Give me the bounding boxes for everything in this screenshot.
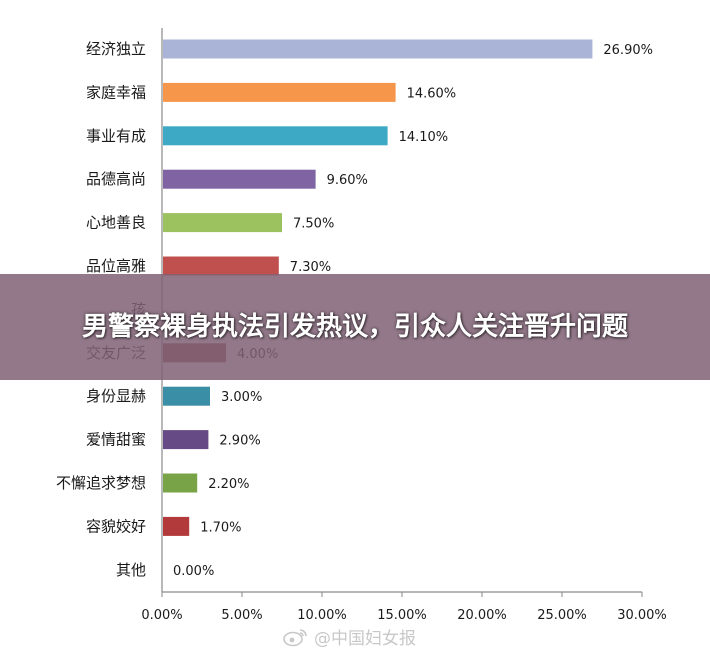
data-label: 3.00% — [221, 390, 262, 405]
category-label: 品位高雅 — [86, 257, 146, 275]
category-label: 事业有成 — [86, 127, 146, 145]
bar — [163, 473, 198, 493]
x-tick-label: 25.00% — [537, 608, 587, 623]
x-tick-label: 0.00% — [141, 608, 182, 623]
category-label: 容貌姣好 — [86, 517, 146, 535]
category-label: 心地善良 — [86, 214, 146, 232]
data-label: 7.50% — [293, 217, 334, 232]
data-label: 1.70% — [200, 520, 241, 535]
category-label: 不懈追求梦想 — [56, 474, 146, 492]
x-tick-label: 30.00% — [617, 608, 667, 623]
bar — [163, 39, 593, 59]
category-label: 家庭幸福 — [86, 83, 146, 101]
bar — [163, 82, 396, 102]
category-label: 经济独立 — [86, 40, 146, 58]
bar — [163, 516, 190, 536]
x-tick-label: 15.00% — [377, 608, 427, 623]
bar — [163, 386, 210, 406]
x-tick-label: 5.00% — [221, 608, 262, 623]
category-label: 爱情甜蜜 — [86, 431, 146, 449]
bar — [163, 430, 209, 450]
category-label: 其他 — [116, 561, 146, 579]
watermark: @中国妇女报 — [282, 624, 416, 649]
headline-text: 男警察裸身执法引发热议，引众人关注晋升问题 — [81, 312, 628, 342]
data-label: 14.60% — [407, 86, 457, 101]
watermark-text: @中国妇女报 — [314, 629, 416, 649]
data-label: 2.20% — [208, 477, 249, 492]
data-label: 14.10% — [399, 130, 449, 145]
bar — [163, 213, 282, 233]
bar — [163, 256, 279, 276]
data-label: 9.60% — [327, 173, 368, 188]
data-label: 26.90% — [603, 43, 653, 58]
bar — [163, 169, 316, 189]
data-label: 0.00% — [173, 564, 214, 579]
data-label: 2.90% — [219, 434, 260, 449]
headline-banner: 男警察裸身执法引发热议，引众人关注晋升问题 — [0, 274, 710, 380]
category-label: 品德高尚 — [86, 170, 146, 188]
weibo-icon — [283, 628, 307, 646]
category-label: 身份显赫 — [86, 387, 146, 405]
data-label: 7.30% — [290, 260, 331, 275]
bar — [163, 126, 388, 146]
x-tick-label: 10.00% — [297, 608, 347, 623]
x-tick-label: 20.00% — [457, 608, 507, 623]
